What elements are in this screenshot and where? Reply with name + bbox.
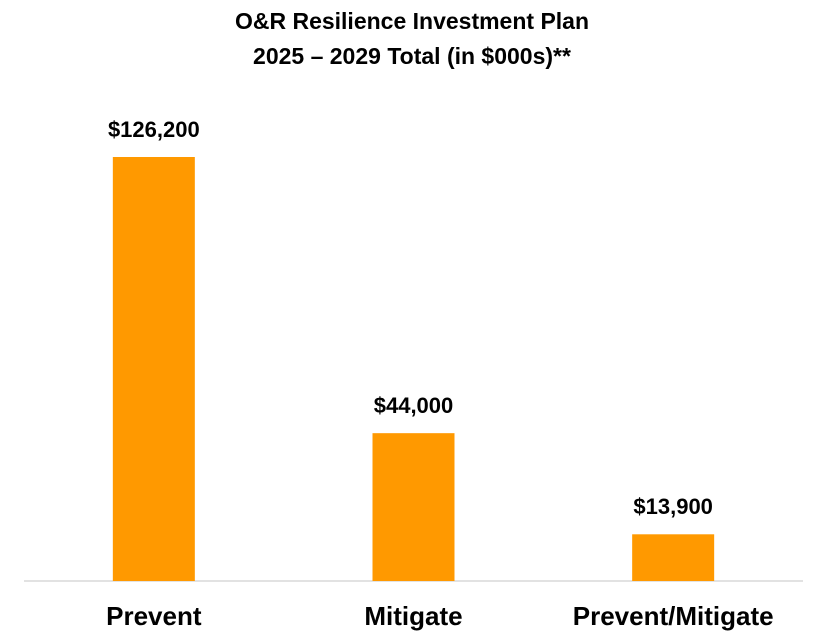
x-tick-label: Prevent/Mitigate <box>573 601 774 631</box>
x-tick-label: Prevent <box>106 601 202 631</box>
bar <box>112 157 195 581</box>
bar <box>632 534 715 581</box>
value-label: $13,900 <box>633 494 713 519</box>
value-label: $126,200 <box>108 117 200 142</box>
chart-title: O&R Resilience Investment Plan <box>235 8 589 34</box>
x-tick-label: Mitigate <box>364 601 462 631</box>
value-label: $44,000 <box>374 393 454 418</box>
bar <box>372 433 455 581</box>
chart-subtitle: 2025 – 2029 Total (in $000s)** <box>253 43 571 69</box>
